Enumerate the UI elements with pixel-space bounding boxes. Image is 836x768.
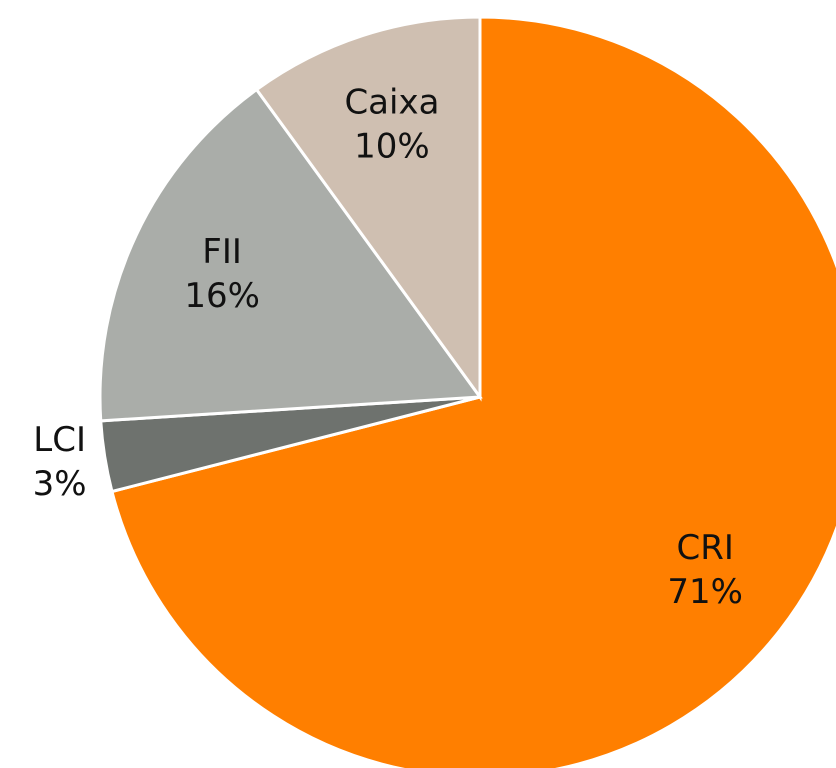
pie-slice [254, 15, 482, 402]
slice-label: Caixa [344, 82, 439, 122]
slice-value-label: 16% [184, 276, 260, 316]
slice-label: FII [202, 232, 242, 272]
slice-label: CRI [676, 528, 733, 568]
slice-value-label: 71% [667, 572, 743, 612]
pie-slice [110, 15, 836, 768]
pie-slice [98, 87, 483, 423]
slice-value-label: 3% [33, 464, 87, 504]
slice-label: LCI [33, 420, 86, 460]
slice-value-label: 10% [354, 126, 430, 166]
